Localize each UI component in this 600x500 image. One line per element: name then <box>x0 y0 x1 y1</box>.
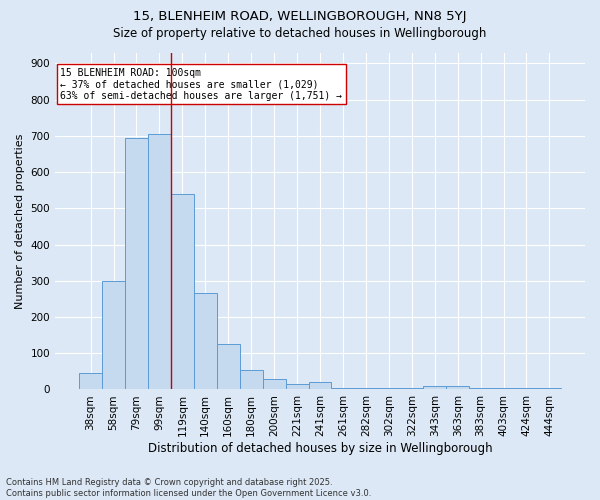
Text: Size of property relative to detached houses in Wellingborough: Size of property relative to detached ho… <box>113 28 487 40</box>
Bar <box>217 344 240 390</box>
Text: 15, BLENHEIM ROAD, WELLINGBOROUGH, NN8 5YJ: 15, BLENHEIM ROAD, WELLINGBOROUGH, NN8 5… <box>133 10 467 23</box>
Bar <box>240 370 263 390</box>
Bar <box>538 388 561 390</box>
Bar <box>171 194 194 390</box>
Bar <box>263 378 286 390</box>
Bar <box>446 386 469 390</box>
Bar <box>125 138 148 390</box>
Bar <box>102 281 125 390</box>
Bar <box>79 373 102 390</box>
Text: 15 BLENHEIM ROAD: 100sqm
← 37% of detached houses are smaller (1,029)
63% of sem: 15 BLENHEIM ROAD: 100sqm ← 37% of detach… <box>61 68 343 101</box>
Bar <box>377 388 400 390</box>
Bar <box>355 388 377 390</box>
Y-axis label: Number of detached properties: Number of detached properties <box>15 134 25 308</box>
Bar <box>400 388 423 390</box>
Bar <box>331 388 355 390</box>
Text: Contains HM Land Registry data © Crown copyright and database right 2025.
Contai: Contains HM Land Registry data © Crown c… <box>6 478 371 498</box>
Bar <box>515 388 538 390</box>
X-axis label: Distribution of detached houses by size in Wellingborough: Distribution of detached houses by size … <box>148 442 493 455</box>
Bar <box>148 134 171 390</box>
Bar <box>308 382 331 390</box>
Bar <box>286 384 308 390</box>
Bar <box>492 388 515 390</box>
Bar <box>469 388 492 390</box>
Bar <box>194 294 217 390</box>
Bar <box>423 386 446 390</box>
